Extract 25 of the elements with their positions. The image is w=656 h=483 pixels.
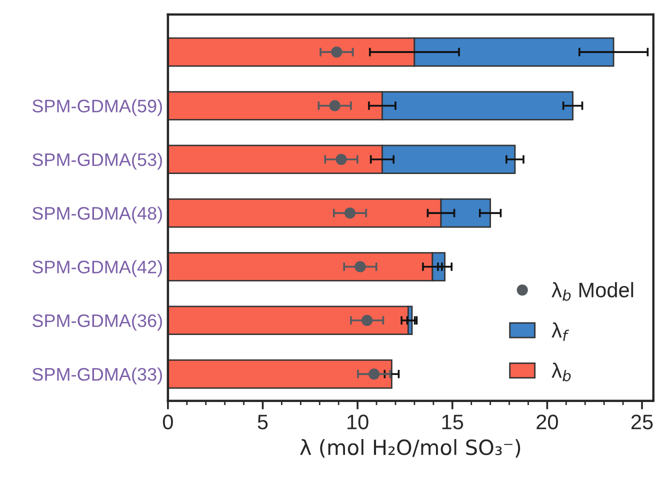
y-tick-label: SPM-GDMA(59) (32, 99, 162, 116)
point (331, 46, 342, 58)
y-tick-label: SPM-GDMA(53) (32, 152, 162, 170)
point (344, 208, 356, 219)
legend-label: λ$_{b}$ (552, 362, 571, 382)
point (361, 314, 373, 326)
x-tick-label: 10 (348, 414, 368, 430)
x-tick-label: 25 (631, 414, 653, 430)
point (368, 368, 380, 380)
point (354, 261, 366, 272)
bar (168, 306, 409, 336)
bar (168, 359, 392, 389)
y-tick-label: SPM-GDMA(48) (32, 206, 162, 224)
x-axis-title: λ (mol H₂O/mol SO₃⁻) (300, 439, 520, 458)
x-tick-label: 15 (442, 414, 464, 430)
x-tick-label: 0 (162, 414, 173, 430)
x-tick-label: 5 (258, 414, 268, 430)
legend-label: λ$_{b}$ Model (552, 282, 634, 301)
legend-label: λ$_{f}$ (552, 322, 570, 341)
y-tick-label: SPM-GDMA(33) (32, 368, 162, 384)
point (329, 100, 340, 112)
point (336, 154, 347, 165)
y-tick-label: SPM-GDMA(36) (32, 314, 162, 331)
y-tick-label: SPM-GDMA(42) (32, 260, 162, 278)
x-tick-label: 20 (536, 414, 558, 430)
